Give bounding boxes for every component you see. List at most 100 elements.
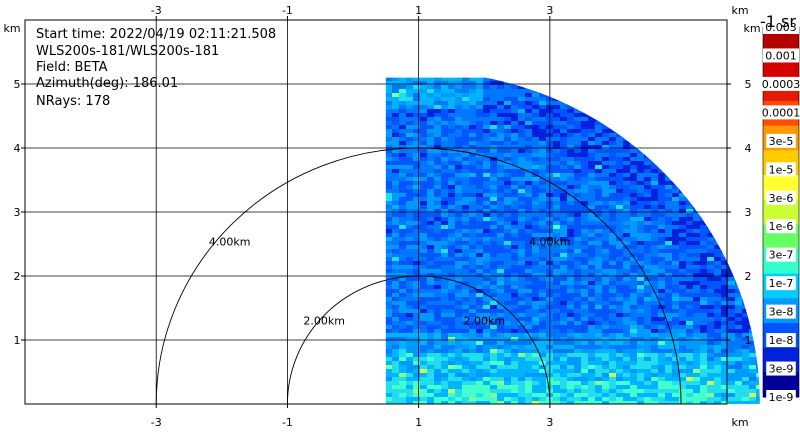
heatmap-cell <box>504 309 512 314</box>
heatmap-cell <box>518 273 526 278</box>
heatmap-cell <box>392 249 400 254</box>
heatmap-cell <box>630 389 638 394</box>
heatmap-cell <box>581 193 589 198</box>
heatmap-cell <box>413 133 421 138</box>
heatmap-cell <box>581 297 589 302</box>
heatmap-cell <box>385 93 393 98</box>
heatmap-cell <box>441 101 449 106</box>
heatmap-cell <box>525 213 533 218</box>
heatmap-cell <box>427 89 435 94</box>
heatmap-cell <box>392 321 400 326</box>
heatmap-cell <box>602 273 610 278</box>
heatmap-cell <box>595 237 603 242</box>
heatmap-cell <box>462 225 470 230</box>
heatmap-cell <box>658 257 666 262</box>
heatmap-cell <box>630 149 638 154</box>
heatmap-cell <box>700 341 708 346</box>
heatmap-cell <box>448 381 456 386</box>
heatmap-cell <box>490 337 498 342</box>
heatmap-cell <box>392 181 400 186</box>
heatmap-cell <box>532 133 540 138</box>
heatmap-cell <box>455 313 463 318</box>
heatmap-cell <box>462 329 470 334</box>
heatmap-cell <box>686 225 694 230</box>
heatmap-cell <box>658 233 666 238</box>
heatmap-cell <box>511 217 519 222</box>
heatmap-cell <box>420 189 428 194</box>
heatmap-cell <box>434 341 442 346</box>
heatmap-cell <box>518 253 526 258</box>
heatmap-cell <box>448 81 456 86</box>
heatmap-cell <box>392 393 400 398</box>
heatmap-cell <box>448 201 456 206</box>
heatmap-cell <box>672 369 680 374</box>
heatmap-cell <box>553 301 561 306</box>
heatmap-cell <box>413 257 421 262</box>
heatmap-cell <box>518 133 526 138</box>
heatmap-cell <box>693 309 701 314</box>
heatmap-cell <box>644 229 652 234</box>
heatmap-cell <box>574 401 582 404</box>
heatmap-cell <box>504 117 512 122</box>
heatmap-cell <box>574 169 582 174</box>
heatmap-cell <box>553 205 561 210</box>
heatmap-cell <box>735 77 743 82</box>
heatmap-cell <box>602 385 610 390</box>
heatmap-cell <box>518 129 526 134</box>
heatmap-cell <box>553 249 561 254</box>
heatmap-cell <box>532 93 540 98</box>
heatmap-cell <box>497 145 505 150</box>
heatmap-cell <box>574 201 582 206</box>
heatmap-cell <box>616 217 624 222</box>
heatmap-cell <box>679 201 687 206</box>
heatmap-cell <box>560 149 568 154</box>
heatmap-cell <box>749 97 757 102</box>
heatmap-cell <box>714 333 722 338</box>
heatmap-cell <box>483 189 491 194</box>
heatmap-cell <box>756 365 760 370</box>
heatmap-cell <box>588 217 596 222</box>
heatmap-cell <box>385 145 393 150</box>
heatmap-cell <box>420 353 428 358</box>
heatmap-cell <box>406 257 414 262</box>
heatmap-cell <box>504 97 512 102</box>
heatmap-cell <box>483 157 491 162</box>
heatmap-cell <box>630 165 638 170</box>
heatmap-cell <box>658 177 666 182</box>
heatmap-cell <box>511 269 519 274</box>
heatmap-cell <box>483 185 491 190</box>
heatmap-cell <box>462 173 470 178</box>
heatmap-cell <box>399 313 407 318</box>
heatmap-cell <box>406 189 414 194</box>
heatmap-cell <box>581 389 589 394</box>
heatmap-cell <box>553 233 561 238</box>
heatmap-cell <box>644 393 652 398</box>
heatmap-cell <box>448 233 456 238</box>
heatmap-cell <box>581 149 589 154</box>
heatmap-cell <box>616 377 624 382</box>
heatmap-cell <box>455 357 463 362</box>
heatmap-cell <box>630 345 638 350</box>
heatmap-cell <box>721 325 729 330</box>
heatmap-cell <box>567 117 575 122</box>
heatmap-cell <box>434 349 442 354</box>
heatmap-cell <box>616 293 624 298</box>
heatmap-cell <box>413 293 421 298</box>
heatmap-cell <box>427 393 435 398</box>
heatmap-cell <box>441 221 449 226</box>
heatmap-cell <box>581 397 589 402</box>
heatmap-cell <box>504 289 512 294</box>
range-ring-label: 4.00km <box>529 235 571 248</box>
heatmap-cell <box>581 185 589 190</box>
heatmap-cell <box>749 129 757 134</box>
heatmap-cell <box>707 345 715 350</box>
heatmap-cell <box>665 361 673 366</box>
heatmap-cell <box>735 357 743 362</box>
heatmap-cell <box>483 333 491 338</box>
heatmap-cell <box>742 265 750 270</box>
heatmap-cell <box>574 289 582 294</box>
heatmap-cell <box>756 389 760 394</box>
heatmap-cell <box>714 249 722 254</box>
heatmap-cell <box>637 385 645 390</box>
heatmap-cell <box>693 337 701 342</box>
